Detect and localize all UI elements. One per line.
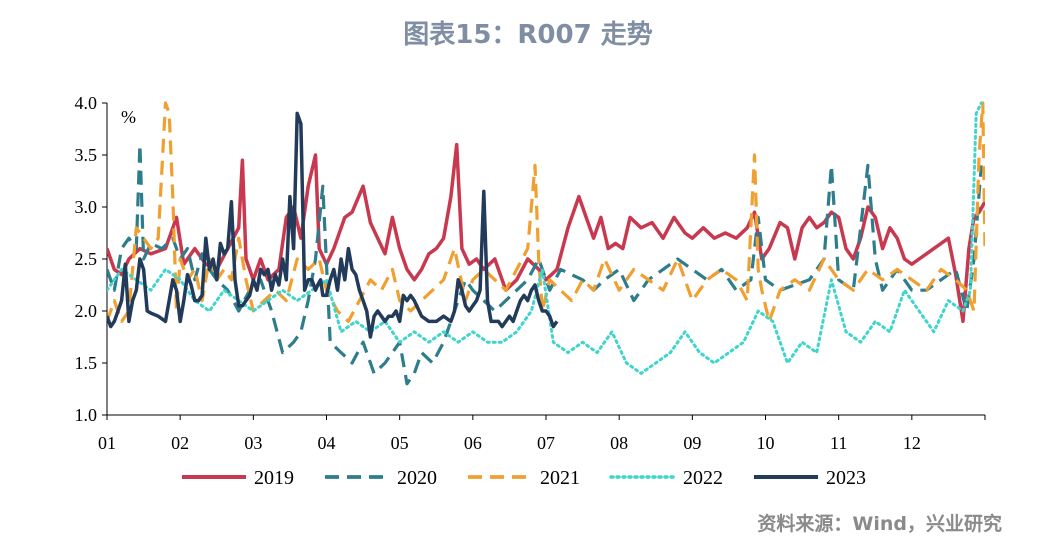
x-tick-label: 09 bbox=[683, 433, 701, 453]
y-tick-label: 4.0 bbox=[75, 93, 98, 113]
chart-axes: 1.0 1.5 2.0 2.5 3.0 3.5 4.0 01 02 03 04 05 06 07 08 09 1… bbox=[75, 93, 986, 453]
series-line-2020 bbox=[107, 143, 983, 386]
plot-area bbox=[107, 101, 985, 386]
x-tick-label: 07 bbox=[537, 433, 555, 453]
x-tick-label: 01 bbox=[98, 433, 116, 453]
y-tick-label: 2.5 bbox=[75, 249, 98, 269]
legend-label-2021: 2021 bbox=[540, 467, 580, 489]
x-tick-label: 05 bbox=[391, 433, 409, 453]
x-tick-label: 08 bbox=[610, 433, 628, 453]
legend-label-2023: 2023 bbox=[826, 467, 866, 489]
y-unit-label: % bbox=[121, 107, 136, 127]
legend-label-2022: 2022 bbox=[683, 467, 723, 489]
source-note: 资料来源：Wind，兴业研究 bbox=[757, 513, 1002, 535]
y-tick-label: 1.5 bbox=[75, 353, 98, 373]
x-tick-label: 10 bbox=[757, 433, 775, 453]
x-tick-label: 06 bbox=[464, 433, 482, 453]
x-tick-label: 02 bbox=[171, 433, 189, 453]
legend-label-2020: 2020 bbox=[397, 467, 437, 489]
legend-label-2019: 2019 bbox=[254, 467, 294, 489]
series-line-2023 bbox=[107, 111, 559, 339]
series-line-2021 bbox=[107, 101, 985, 323]
y-tick-label: 2.0 bbox=[75, 301, 98, 321]
x-tick-label: 12 bbox=[903, 433, 921, 453]
x-tick-label: 11 bbox=[830, 433, 847, 453]
chart-title: 图表15：R007 走势 bbox=[403, 20, 653, 50]
x-tick-label: 03 bbox=[244, 433, 262, 453]
series-line-2022 bbox=[107, 101, 983, 375]
y-tick-label: 3.5 bbox=[75, 145, 98, 165]
chart-legend: 2019 2020 2021 2022 2023 bbox=[182, 467, 866, 489]
x-tick-label: 04 bbox=[318, 433, 336, 453]
series-line-2019 bbox=[107, 142, 985, 324]
y-tick-label: 3.0 bbox=[75, 197, 98, 217]
y-tick-label: 1.0 bbox=[75, 405, 98, 425]
